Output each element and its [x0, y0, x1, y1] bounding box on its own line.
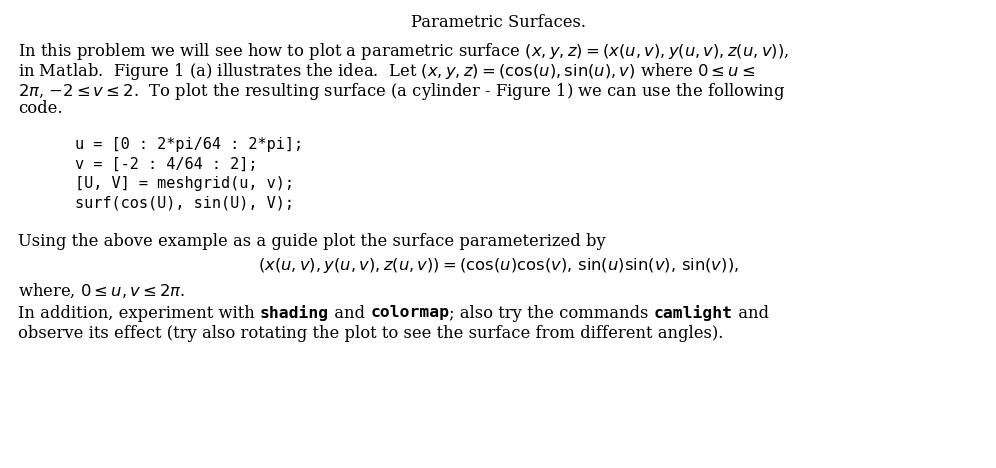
Text: Using the above example as a guide plot the surface parameterized by: Using the above example as a guide plot … — [18, 233, 606, 249]
Text: and: and — [733, 305, 769, 322]
Text: v = [-2 : 4/64 : 2];: v = [-2 : 4/64 : 2]; — [75, 157, 258, 172]
Text: colormap: colormap — [371, 305, 449, 320]
Text: surf(cos(U), sin(U), V);: surf(cos(U), sin(U), V); — [75, 196, 294, 211]
Text: [U, V] = meshgrid(u, v);: [U, V] = meshgrid(u, v); — [75, 176, 294, 191]
Text: u = [0 : 2*pi/64 : 2*pi];: u = [0 : 2*pi/64 : 2*pi]; — [75, 137, 303, 152]
Text: $2\pi$, $-2 \leq v \leq 2$.  To plot the resulting surface (a cylinder - Figure : $2\pi$, $-2 \leq v \leq 2$. To plot the … — [18, 80, 785, 102]
Text: In addition, experiment with: In addition, experiment with — [18, 305, 260, 322]
Text: $(x(u, v), y(u, v), z(u, v)) = (\cos(u)\cos(v),\, \sin(u)\sin(v),\, \sin(v)),$: $(x(u, v), y(u, v), z(u, v)) = (\cos(u)\… — [258, 256, 738, 275]
Text: In this problem we will see how to plot a parametric surface $(x, y, z) = (x(u, : In this problem we will see how to plot … — [18, 42, 789, 63]
Text: in Matlab.  Figure 1 (a) illustrates the idea.  Let $(x, y, z) = (\cos(u), \sin(: in Matlab. Figure 1 (a) illustrates the … — [18, 61, 755, 82]
Text: ; also try the commands: ; also try the commands — [449, 305, 654, 322]
Text: where, $0 \leq u, v \leq 2\pi$.: where, $0 \leq u, v \leq 2\pi$. — [18, 282, 185, 300]
Text: observe its effect (try also rotating the plot to see the surface from different: observe its effect (try also rotating th… — [18, 325, 723, 342]
Text: shading: shading — [260, 305, 329, 321]
Text: Parametric Surfaces.: Parametric Surfaces. — [410, 14, 586, 31]
Text: code.: code. — [18, 100, 63, 117]
Text: camlight: camlight — [654, 305, 733, 321]
Text: and: and — [329, 305, 371, 322]
